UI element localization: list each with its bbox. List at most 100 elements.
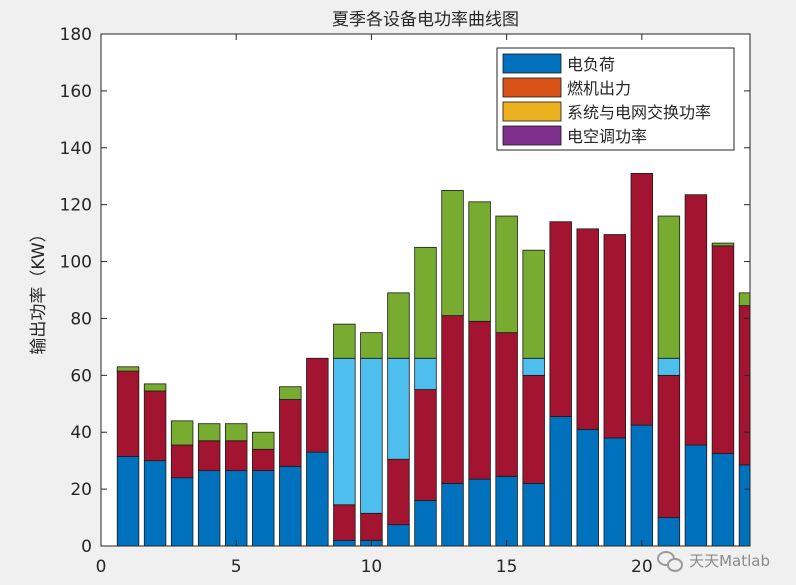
- wechat-icon: [657, 550, 684, 572]
- y-tick-label: 180: [60, 25, 92, 45]
- y-tick-label: 120: [60, 196, 92, 216]
- bar-21-series-3: [657, 357, 681, 376]
- bar-2-series-4: [143, 383, 167, 392]
- bar-7-series-2: [279, 399, 302, 467]
- bar-14-series-2: [468, 320, 491, 480]
- y-tick-label: 0: [81, 537, 92, 557]
- x-tick-label: 10: [361, 557, 383, 577]
- bar-16-series-3: [522, 357, 545, 376]
- bar-23-series-1: [711, 453, 735, 546]
- bar-5-series-2: [224, 440, 248, 472]
- bar-12-series-2: [414, 389, 437, 501]
- bar-9-series-2: [333, 504, 356, 541]
- bar-11-series-3: [387, 357, 410, 460]
- bar-16-series-1: [522, 483, 545, 546]
- bar-8-series-2: [306, 357, 329, 453]
- bar-22-series-2: [684, 194, 708, 446]
- bar-4-series-2: [197, 440, 221, 472]
- bar-10-series-2: [360, 512, 383, 541]
- bar-15-series-2: [495, 332, 518, 477]
- x-tick-label: 20: [631, 557, 653, 577]
- bar-5-series-4: [224, 423, 248, 442]
- y-tick-label: 160: [60, 82, 92, 102]
- chart-title: 夏季各设备电功率曲线图: [332, 10, 519, 30]
- legend-label-4: 电空调功率: [567, 127, 647, 146]
- bar-1-series-2: [116, 370, 140, 457]
- bar-15-series-1: [495, 475, 518, 546]
- y-tick-label: 20: [70, 480, 92, 500]
- legend-label-2: 燃机出力: [567, 79, 631, 98]
- bar-6-series-4: [252, 431, 275, 450]
- bar-9-series-1: [333, 539, 356, 546]
- bar-21-series-4: [657, 215, 681, 359]
- bar-9-series-4: [333, 323, 356, 359]
- bar-14-series-1: [468, 478, 491, 546]
- bar-7-series-4: [279, 386, 302, 400]
- bar-2-series-1: [143, 460, 167, 546]
- bar-3-series-2: [170, 444, 194, 479]
- bar-15-series-4: [495, 215, 518, 334]
- x-tick-label: 15: [496, 557, 518, 577]
- bar-16-series-2: [522, 374, 545, 484]
- bar-12-series-4: [414, 246, 437, 359]
- bar-4-series-1: [197, 470, 221, 546]
- y-tick-label: 40: [70, 423, 92, 443]
- bar-12-series-3: [414, 357, 437, 390]
- bar-17-series-2: [549, 221, 572, 417]
- bar-4-series-4: [197, 423, 221, 442]
- bar-5-series-1: [224, 470, 248, 546]
- bar-10-series-3: [360, 357, 383, 514]
- bar-17-series-1: [549, 416, 572, 546]
- bar-11-series-1: [387, 524, 410, 546]
- y-tick-label: 100: [60, 253, 92, 273]
- bar-1-series-4: [116, 366, 140, 372]
- bar-13-series-1: [441, 483, 464, 546]
- x-tick-label: 5: [231, 557, 242, 577]
- x-tick-label: 0: [96, 557, 107, 577]
- watermark: 天天Matlab: [657, 550, 770, 572]
- y-tick-label: 140: [60, 139, 92, 159]
- bar-23-series-4: [711, 242, 735, 247]
- bar-1-series-1: [116, 455, 140, 546]
- legend-swatch-4: [502, 125, 562, 146]
- bar-3-series-1: [170, 477, 194, 546]
- bar-21-series-1: [657, 517, 681, 546]
- bar-11-series-4: [387, 292, 410, 359]
- legend-label-1: 电负荷: [567, 55, 615, 74]
- y-tick-label: 60: [70, 366, 92, 386]
- bar-21-series-2: [657, 374, 681, 518]
- bar-6-series-2: [252, 448, 275, 472]
- bar-18-series-2: [576, 228, 599, 430]
- bar-7-series-1: [279, 465, 302, 546]
- y-tick-label: 80: [70, 309, 92, 329]
- bar-13-series-4: [441, 190, 464, 317]
- bar-2-series-2: [143, 390, 167, 462]
- bar-16-series-4: [522, 249, 545, 359]
- watermark-text: 天天Matlab: [689, 552, 770, 570]
- legend-label-3: 系统与电网交换功率: [567, 103, 711, 122]
- bar-19-series-2: [603, 234, 626, 439]
- bar-13-series-2: [441, 315, 464, 484]
- axes-box: [100, 33, 751, 547]
- bar-11-series-2: [387, 458, 410, 526]
- bar-18-series-1: [576, 428, 599, 546]
- bar-3-series-4: [170, 420, 194, 446]
- bar-10-series-4: [360, 332, 383, 359]
- bar-12-series-1: [414, 500, 437, 546]
- bar-20-series-2: [630, 172, 654, 426]
- legend-swatch-2: [502, 77, 562, 98]
- y-axis-label: 输出功率（KW）: [29, 225, 49, 354]
- legend-swatch-1: [502, 53, 562, 74]
- bar-8-series-1: [306, 451, 329, 546]
- bar-6-series-1: [252, 470, 275, 546]
- legend-swatch-3: [502, 101, 562, 122]
- bar-23-series-2: [711, 245, 735, 454]
- bar-9-series-3: [333, 357, 356, 506]
- bar-19-series-1: [603, 437, 626, 546]
- bar-14-series-4: [468, 201, 491, 322]
- bar-22-series-1: [684, 444, 708, 546]
- bar-20-series-1: [630, 424, 654, 546]
